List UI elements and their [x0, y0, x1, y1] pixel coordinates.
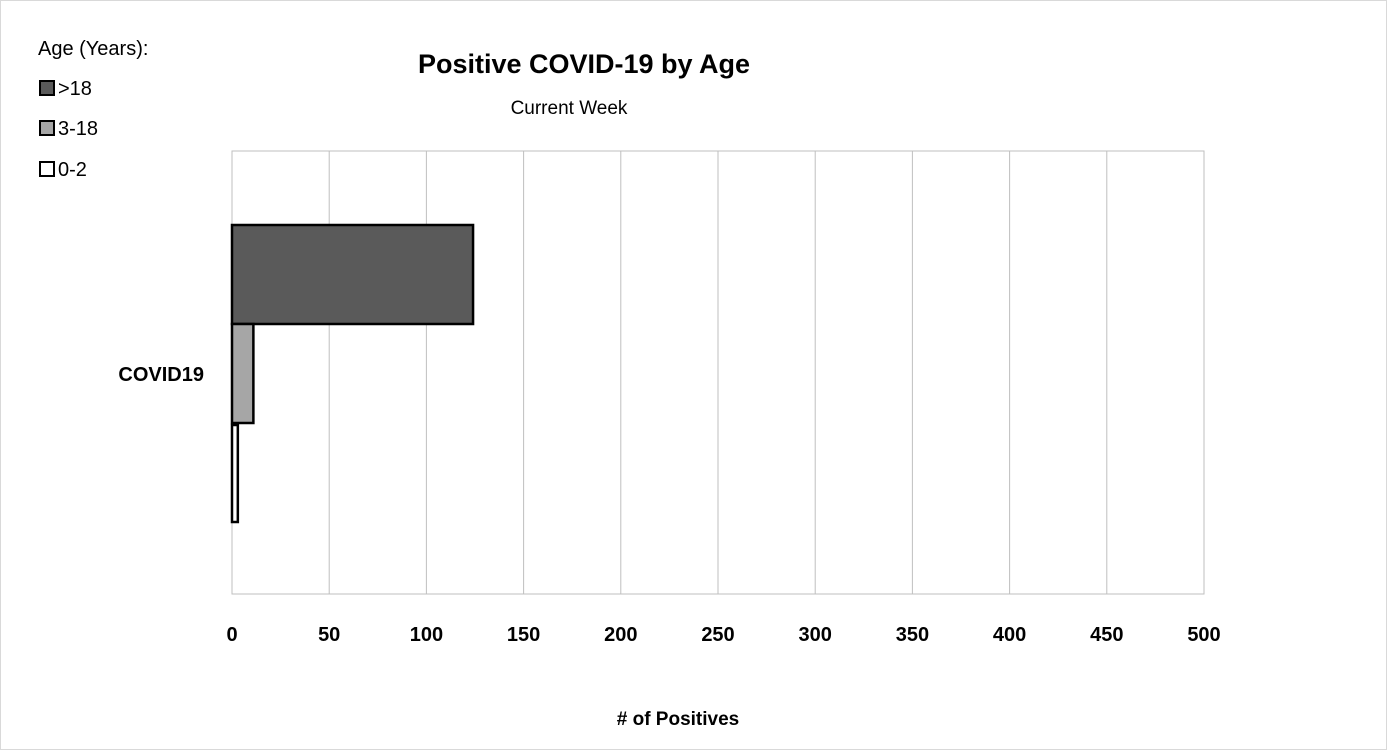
legend-label: >18	[58, 78, 92, 100]
category-label: COVID19	[118, 364, 204, 386]
x-tick-label: 500	[1187, 624, 1220, 646]
legend-swatch	[39, 120, 55, 136]
x-tick-label: 300	[799, 624, 832, 646]
legend-swatch	[39, 80, 55, 96]
gridlines	[328, 151, 1108, 594]
legend-label: 3-18	[58, 118, 98, 140]
bar-0-2	[230, 423, 240, 524]
x-tick-label: 200	[604, 624, 637, 646]
y-axis-category-labels: COVID19	[118, 364, 204, 386]
chart-title: Positive COVID-19 by Age	[418, 49, 750, 79]
bars	[230, 223, 475, 524]
legend-swatch	[39, 161, 55, 177]
x-tick-label: 350	[896, 624, 929, 646]
bar-over-18	[230, 223, 475, 326]
chart-subtitle: Current Week	[511, 98, 628, 119]
legend-label: 0-2	[58, 159, 87, 181]
bar-3-18	[230, 322, 255, 425]
legend: Age (Years): >18 3-18 0-2	[38, 38, 148, 181]
x-axis-tick-labels: 0 50 100 150 200 250 300 350 400 450 500	[226, 624, 1220, 646]
x-tick-label: 450	[1090, 624, 1123, 646]
x-axis-title: # of Positives	[617, 709, 740, 730]
x-tick-label: 100	[410, 624, 443, 646]
legend-items: >18 3-18 0-2	[39, 78, 98, 181]
plot-area	[230, 150, 1205, 595]
x-tick-label: 400	[993, 624, 1026, 646]
x-tick-label: 250	[701, 624, 734, 646]
x-tick-label: 150	[507, 624, 540, 646]
x-tick-label: 50	[318, 624, 340, 646]
legend-title: Age (Years):	[38, 38, 148, 60]
x-tick-label: 0	[226, 624, 237, 646]
